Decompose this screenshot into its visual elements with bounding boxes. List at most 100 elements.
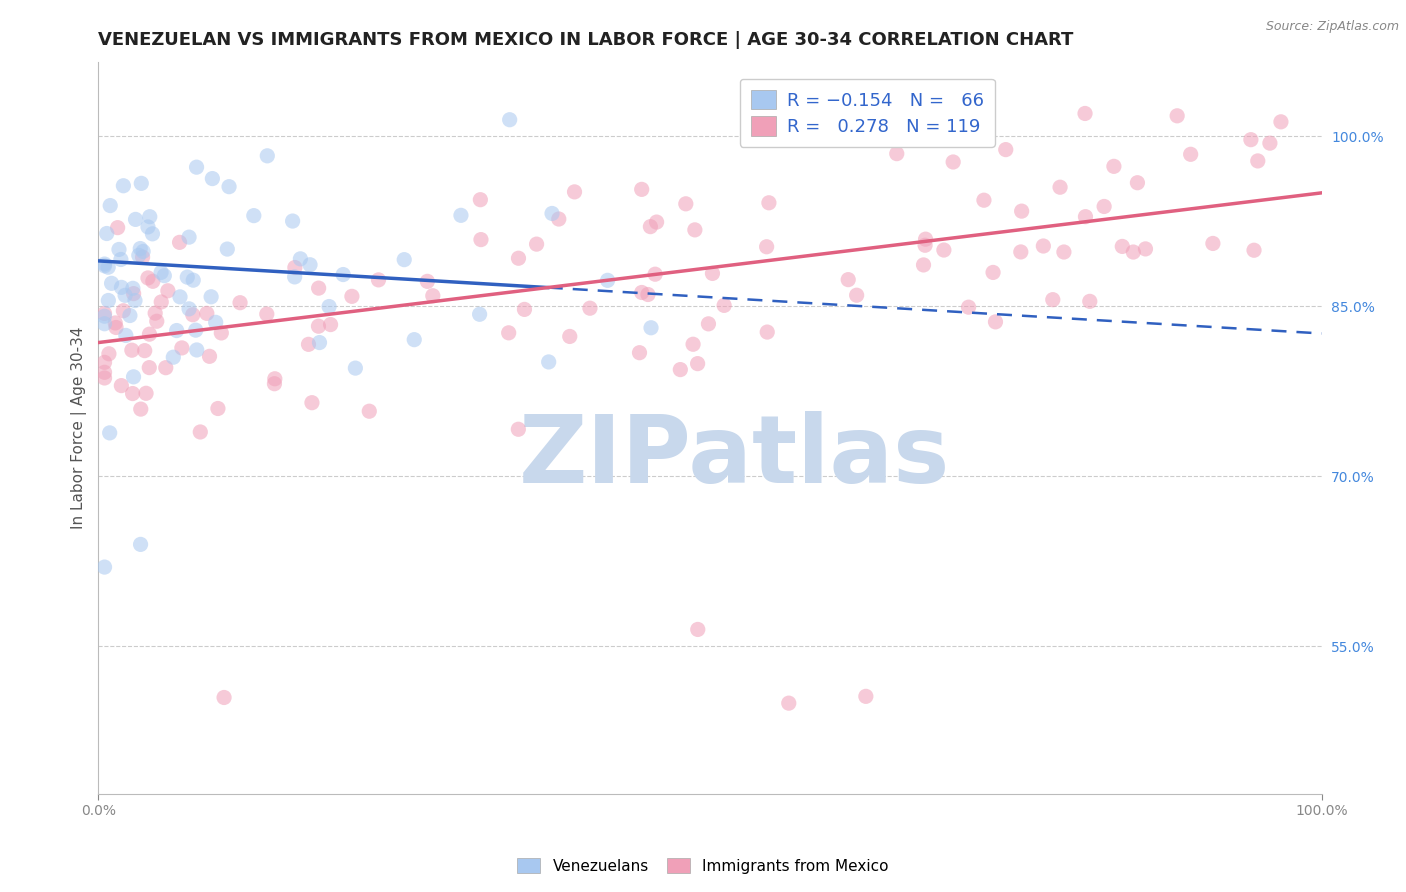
- Point: [98, 198, 121, 212]
- Point: [290, 252, 312, 266]
- Point: [138, 327, 160, 342]
- Point: [508, 252, 530, 266]
- Point: [758, 195, 780, 210]
- Point: [181, 308, 204, 322]
- Point: [169, 290, 191, 304]
- Point: [139, 210, 162, 224]
- Point: [713, 298, 735, 312]
- Point: [176, 270, 198, 285]
- Point: [299, 258, 322, 272]
- Point: [984, 315, 1007, 329]
- Y-axis label: In Labor Force | Age 30-34: In Labor Force | Age 30-34: [72, 326, 87, 530]
- Point: [1078, 294, 1101, 309]
- Point: [628, 345, 651, 359]
- Point: [359, 404, 381, 418]
- Point: [122, 369, 145, 384]
- Point: [1032, 239, 1054, 253]
- Point: [669, 362, 692, 376]
- Point: [498, 326, 520, 340]
- Point: [281, 214, 304, 228]
- Point: [93, 317, 115, 331]
- Point: [640, 219, 662, 234]
- Point: [682, 337, 704, 351]
- Point: [301, 395, 323, 409]
- Point: [142, 274, 165, 288]
- Point: [686, 623, 709, 637]
- Point: [1247, 153, 1270, 168]
- Point: [128, 248, 150, 262]
- Point: [468, 307, 491, 321]
- Point: [177, 230, 200, 244]
- Point: [136, 271, 159, 285]
- Point: [886, 146, 908, 161]
- Point: [209, 326, 232, 340]
- Point: [169, 235, 191, 250]
- Point: [994, 143, 1017, 157]
- Point: [1180, 147, 1202, 161]
- Point: [1111, 239, 1133, 253]
- Point: [136, 219, 159, 234]
- Point: [121, 386, 143, 401]
- Point: [112, 303, 135, 318]
- Point: [1092, 199, 1115, 213]
- Point: [150, 265, 173, 279]
- Point: [141, 227, 163, 241]
- Point: [122, 286, 145, 301]
- Point: [93, 560, 115, 574]
- Point: [218, 179, 240, 194]
- Legend: R = −0.154   N =   66, R =   0.278   N = 119: R = −0.154 N = 66, R = 0.278 N = 119: [740, 78, 994, 146]
- Point: [256, 149, 278, 163]
- Point: [100, 277, 122, 291]
- Point: [93, 257, 115, 271]
- Point: [121, 281, 143, 295]
- Point: [932, 243, 955, 257]
- Point: [470, 193, 492, 207]
- Point: [284, 260, 307, 275]
- Point: [97, 293, 120, 308]
- Point: [422, 289, 444, 303]
- Point: [644, 267, 666, 281]
- Point: [450, 208, 472, 222]
- Point: [637, 287, 659, 301]
- Point: [118, 309, 141, 323]
- Point: [177, 301, 200, 316]
- Point: [184, 323, 207, 337]
- Point: [630, 182, 652, 196]
- Point: [243, 209, 266, 223]
- Point: [470, 233, 492, 247]
- Point: [105, 320, 128, 334]
- Point: [121, 343, 143, 358]
- Point: [93, 309, 115, 323]
- Point: [93, 365, 115, 379]
- Point: [308, 319, 330, 334]
- Point: [114, 328, 136, 343]
- Point: [547, 212, 569, 227]
- Point: [170, 341, 193, 355]
- Point: [263, 372, 285, 386]
- Point: [188, 425, 211, 439]
- Point: [284, 269, 307, 284]
- Point: [200, 290, 222, 304]
- Point: [207, 401, 229, 416]
- Point: [134, 343, 156, 358]
- Point: [332, 268, 354, 282]
- Point: [162, 350, 184, 364]
- Point: [912, 258, 935, 272]
- Point: [186, 160, 208, 174]
- Point: [541, 206, 564, 220]
- Point: [93, 259, 115, 273]
- Point: [508, 422, 530, 436]
- Text: VENEZUELAN VS IMMIGRANTS FROM MEXICO IN LABOR FORCE | AGE 30-34 CORRELATION CHAR: VENEZUELAN VS IMMIGRANTS FROM MEXICO IN …: [98, 31, 1074, 49]
- Point: [308, 335, 330, 350]
- Point: [153, 268, 176, 283]
- Point: [1258, 136, 1281, 150]
- Point: [845, 288, 868, 302]
- Point: [392, 252, 416, 267]
- Point: [297, 337, 319, 351]
- Point: [1010, 244, 1032, 259]
- Point: [526, 237, 548, 252]
- Point: [186, 343, 208, 357]
- Point: [942, 155, 965, 169]
- Point: [1202, 236, 1225, 251]
- Point: [114, 288, 136, 302]
